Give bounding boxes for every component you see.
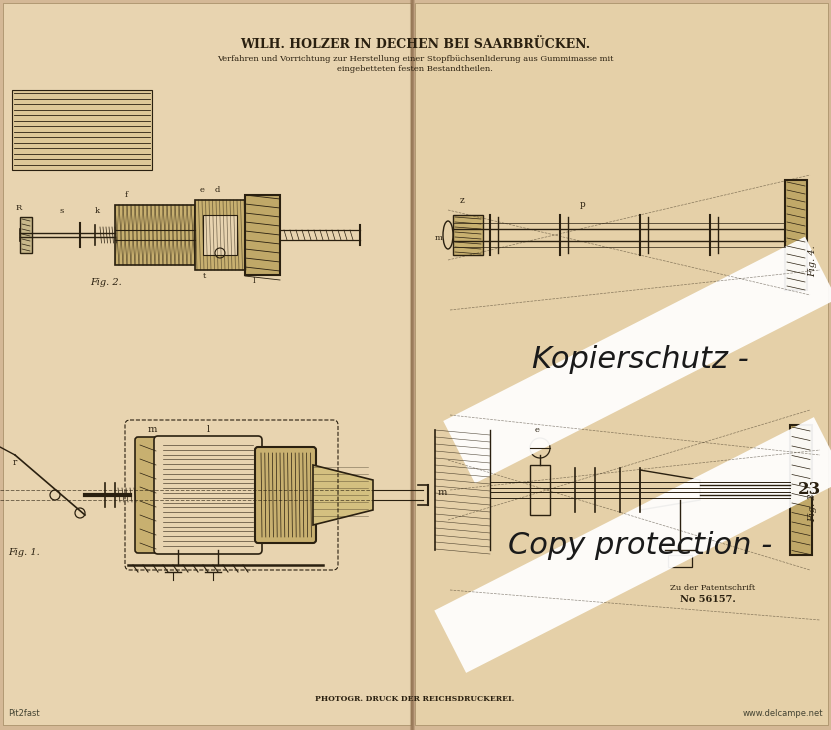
Text: No 56157.: No 56157.: [680, 595, 735, 604]
Text: d: d: [215, 186, 220, 194]
Text: eingebetteten festen Bestandtheilen.: eingebetteten festen Bestandtheilen.: [337, 65, 493, 73]
Text: e: e: [535, 426, 540, 434]
FancyBboxPatch shape: [154, 436, 262, 554]
Text: l: l: [253, 277, 256, 285]
FancyBboxPatch shape: [135, 437, 161, 553]
FancyBboxPatch shape: [443, 237, 831, 483]
Text: Fig. 2.: Fig. 2.: [90, 278, 122, 287]
Bar: [245, 195, 280, 275]
Bar: [20, 217, 32, 253]
Bar: [453, 215, 483, 255]
Text: k: k: [95, 207, 100, 215]
Text: www.delcampe.net: www.delcampe.net: [743, 709, 823, 718]
Text: Fig. 1.: Fig. 1.: [8, 548, 40, 557]
Text: m: m: [438, 488, 447, 497]
Text: t: t: [203, 272, 206, 280]
Text: m: m: [435, 234, 443, 242]
FancyBboxPatch shape: [255, 447, 316, 543]
Text: 23: 23: [798, 482, 821, 499]
Text: f: f: [125, 191, 128, 199]
Text: Pit2fast: Pit2fast: [8, 709, 40, 718]
Polygon shape: [640, 470, 700, 510]
Text: Verfahren und Vorrichtung zur Herstellung einer Stopfbüchsenliderung aus Gummima: Verfahren und Vorrichtung zur Herstellun…: [217, 55, 613, 63]
Text: e: e: [200, 186, 205, 194]
FancyBboxPatch shape: [435, 417, 831, 673]
Bar: [12, 90, 152, 170]
Bar: [790, 425, 812, 555]
Text: WILH. HOLZER IN DECHEN BEI SAARBRÜCKEN.: WILH. HOLZER IN DECHEN BEI SAARBRÜCKEN.: [240, 38, 590, 51]
Text: l: l: [206, 425, 209, 434]
Text: r: r: [13, 458, 17, 467]
Bar: [115, 205, 195, 265]
Text: p: p: [580, 200, 586, 209]
Bar: [3, 3, 411, 725]
Text: m: m: [148, 425, 157, 434]
Text: Kopierschutz -: Kopierschutz -: [532, 345, 749, 374]
Bar: [203, 215, 237, 255]
Text: R: R: [16, 204, 22, 212]
Text: Fig. 3.: Fig. 3.: [808, 491, 817, 522]
Bar: [415, 3, 828, 725]
Text: PHOTOGR. DRUCK DER REICHSDRUCKEREI.: PHOTOGR. DRUCK DER REICHSDRUCKEREI.: [316, 695, 514, 703]
Bar: [195, 200, 245, 270]
Bar: [530, 465, 550, 515]
Text: s: s: [60, 207, 64, 215]
Ellipse shape: [443, 221, 453, 249]
Text: Zu der Patentschrift: Zu der Patentschrift: [670, 584, 755, 592]
Text: z: z: [460, 196, 465, 205]
Polygon shape: [313, 465, 373, 525]
Bar: [785, 180, 807, 290]
Text: Copy protection -: Copy protection -: [508, 531, 772, 559]
Bar: [668, 555, 692, 567]
Text: Fig. 4.: Fig. 4.: [808, 245, 817, 277]
